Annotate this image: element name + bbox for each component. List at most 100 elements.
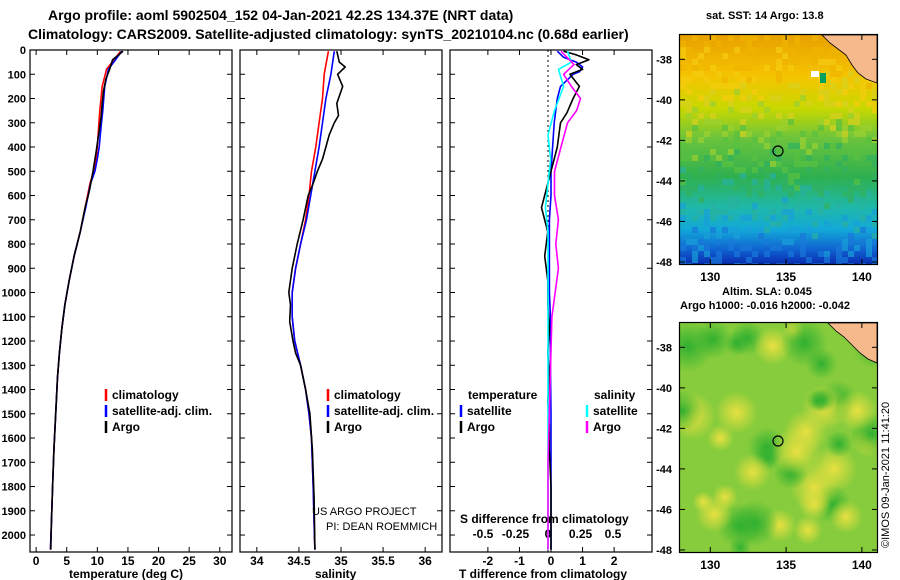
sst-texture-cell bbox=[704, 155, 710, 161]
sst-texture-cell bbox=[710, 89, 716, 95]
sst-texture-cell bbox=[686, 155, 692, 161]
sst-texture-cell bbox=[752, 113, 758, 119]
sst-texture-cell bbox=[848, 119, 854, 125]
series-argo bbox=[50, 50, 124, 550]
sst-texture-cell bbox=[758, 101, 764, 107]
sst-texture-cell bbox=[872, 101, 877, 107]
sst-texture-cell bbox=[770, 245, 776, 251]
sst-texture-cell bbox=[752, 59, 758, 65]
sst-texture-cell bbox=[812, 47, 818, 53]
sst-texture-cell bbox=[806, 257, 812, 263]
sst-texture-cell bbox=[704, 101, 710, 107]
sst-texture-cell bbox=[854, 197, 860, 203]
sst-texture-cell bbox=[836, 143, 842, 149]
sst-texture-cell bbox=[830, 143, 836, 149]
sst-texture-cell bbox=[734, 185, 740, 191]
diff-xlabel-salinity: S difference from climatology bbox=[460, 512, 629, 526]
sst-texture-cell bbox=[830, 101, 836, 107]
sst-texture-cell bbox=[836, 257, 842, 263]
sst-texture-cell bbox=[740, 167, 746, 173]
diff-x2-tick-label: -0.25 bbox=[502, 527, 530, 541]
sst-texture-cell bbox=[746, 131, 752, 137]
sst-texture-cell bbox=[686, 131, 692, 137]
sst-texture-cell bbox=[740, 77, 746, 83]
sst-texture-cell bbox=[824, 203, 830, 209]
sst-texture-cell bbox=[842, 215, 848, 221]
map-lat-label: -40 bbox=[656, 95, 672, 107]
sst-texture-cell bbox=[782, 185, 788, 191]
sst-texture-cell bbox=[710, 209, 716, 215]
map-lat-label: -48 bbox=[656, 257, 672, 269]
sst-texture-cell bbox=[734, 263, 740, 264]
sst-texture-cell bbox=[728, 125, 734, 131]
series-climatology bbox=[291, 51, 330, 550]
sst-texture-cell bbox=[842, 245, 848, 251]
sst-texture-cell bbox=[680, 143, 686, 149]
sst-texture-cell bbox=[776, 59, 782, 65]
legend-diff-s-satellite: satellite bbox=[593, 404, 638, 418]
sst-texture-cell bbox=[848, 113, 854, 119]
sst-texture-cell bbox=[788, 227, 794, 233]
sst-texture-cell bbox=[710, 149, 716, 155]
sst-texture-cell bbox=[794, 161, 800, 167]
sst-texture-cell bbox=[842, 89, 848, 95]
sst-texture-cell bbox=[872, 107, 877, 113]
sst-texture-cell bbox=[812, 221, 818, 227]
sst-texture-cell bbox=[818, 119, 824, 125]
sst-texture-cell bbox=[752, 47, 758, 53]
sst-texture-cell bbox=[794, 143, 800, 149]
sst-texture-cell bbox=[806, 155, 812, 161]
sst-texture-cell bbox=[686, 137, 692, 143]
sst-texture-cell bbox=[800, 137, 806, 143]
sst-texture-cell bbox=[866, 227, 872, 233]
sst-map bbox=[680, 35, 877, 264]
sst-texture-cell bbox=[710, 65, 716, 71]
sst-texture-cell bbox=[698, 245, 704, 251]
sst-texture-cell bbox=[860, 95, 866, 101]
sst-texture-cell bbox=[740, 125, 746, 131]
sst-texture-cell bbox=[746, 77, 752, 83]
sst-texture-cell bbox=[716, 155, 722, 161]
sst-texture-cell bbox=[728, 197, 734, 203]
sst-texture-cell bbox=[722, 179, 728, 185]
legend-diff-temperature: temperature bbox=[468, 388, 538, 402]
depth-tick-label: 700 bbox=[8, 215, 26, 227]
sla-texture-blob bbox=[695, 495, 733, 533]
sst-texture-cell bbox=[710, 101, 716, 107]
sst-texture-cell bbox=[734, 227, 740, 233]
sst-texture-cell bbox=[782, 59, 788, 65]
sst-texture-cell bbox=[728, 215, 734, 221]
sst-texture-cell bbox=[680, 155, 686, 161]
sst-texture-cell bbox=[788, 239, 794, 245]
sst-texture-cell bbox=[770, 209, 776, 215]
sst-texture-cell bbox=[692, 251, 698, 257]
sst-texture-cell bbox=[704, 179, 710, 185]
sst-texture-cell bbox=[722, 161, 728, 167]
sst-texture-cell bbox=[746, 107, 752, 113]
sal-x-tick-label: 35.5 bbox=[371, 554, 395, 568]
sst-texture-cell bbox=[806, 185, 812, 191]
depth-tick-label: 1600 bbox=[2, 433, 26, 445]
credit-line-2: PI: DEAN ROEMMICH bbox=[326, 521, 437, 533]
sst-texture-cell bbox=[704, 233, 710, 239]
sst-texture-cell bbox=[872, 161, 877, 167]
sst-texture-cell bbox=[854, 155, 860, 161]
credit-line-1: US ARGO PROJECT bbox=[312, 506, 417, 518]
sst-texture-cell bbox=[812, 161, 818, 167]
sst-texture-cell bbox=[680, 185, 686, 191]
sst-texture-cell bbox=[794, 203, 800, 209]
sst-texture-cell bbox=[740, 119, 746, 125]
diff-x-tick-label: -2 bbox=[483, 554, 494, 568]
sst-texture-cell bbox=[686, 239, 692, 245]
sst-texture-cell bbox=[710, 35, 716, 41]
sst-texture-cell bbox=[698, 113, 704, 119]
sst-texture-cell bbox=[764, 179, 770, 185]
sst-texture-cell bbox=[782, 203, 788, 209]
sst-texture-cell bbox=[782, 35, 788, 41]
sst-texture-cell bbox=[740, 53, 746, 59]
sst-texture-cell bbox=[680, 215, 686, 221]
sst-texture-cell bbox=[770, 65, 776, 71]
sst-texture-cell bbox=[782, 53, 788, 59]
sst-texture-cell bbox=[836, 125, 842, 131]
sst-texture-cell bbox=[704, 95, 710, 101]
